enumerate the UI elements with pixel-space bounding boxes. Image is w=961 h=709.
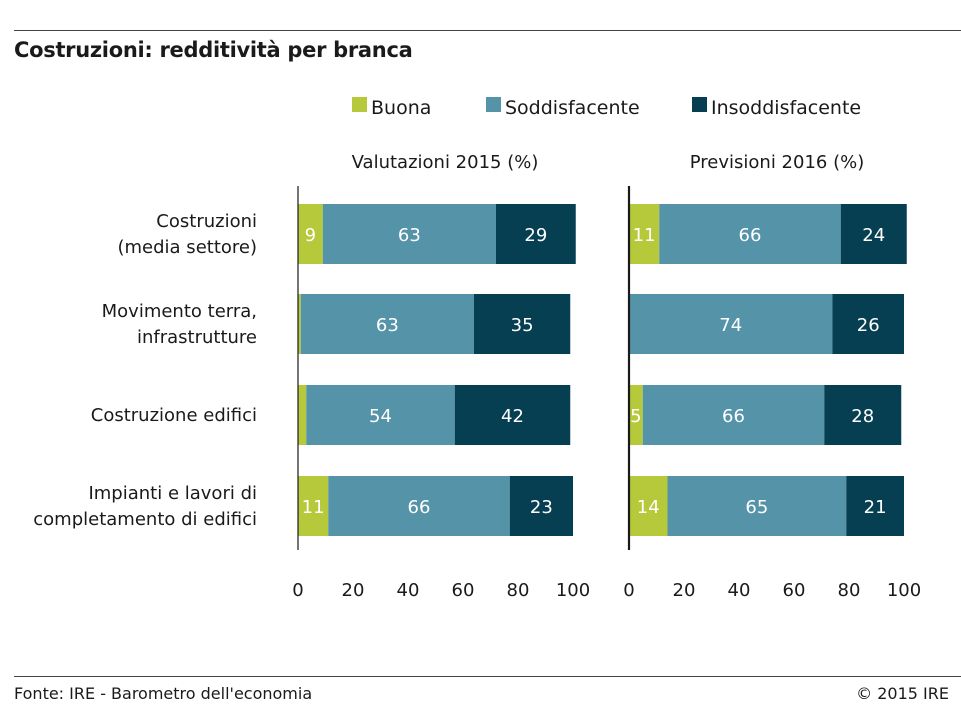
bar-value-label: 63 bbox=[398, 225, 421, 246]
category-label: (media settore) bbox=[118, 237, 258, 258]
x-tick-label: 60 bbox=[452, 580, 475, 601]
x-tick-label: 20 bbox=[342, 580, 365, 601]
bar-buona bbox=[298, 476, 329, 536]
category-label: Costruzione edifici bbox=[91, 405, 257, 426]
source-note: Fonte: IRE - Barometro dell'economia bbox=[14, 684, 313, 703]
copyright-note: © 2015 IRE bbox=[856, 684, 949, 703]
bar-value-label: 28 bbox=[851, 406, 874, 427]
top-rule bbox=[14, 30, 961, 31]
bar-soddisfacente bbox=[328, 476, 510, 536]
bar-value-label: 26 bbox=[857, 315, 880, 336]
bar-value-label: 65 bbox=[745, 497, 768, 518]
panel-title: Valutazioni 2015 (%) bbox=[352, 152, 539, 173]
bar-value-label: 66 bbox=[739, 225, 762, 246]
bar-value-label: 63 bbox=[376, 315, 399, 336]
bar-insoddisfacente bbox=[509, 476, 573, 536]
bar-insoddisfacente bbox=[846, 476, 904, 536]
bar-insoddisfacente bbox=[496, 204, 576, 264]
bar-value-label: 66 bbox=[408, 497, 431, 518]
legend-swatch-insoddisfacente bbox=[692, 97, 707, 112]
bar-value-label: 66 bbox=[722, 406, 745, 427]
bar-value-label: 9 bbox=[305, 225, 316, 246]
bar-value-label: 35 bbox=[511, 315, 534, 336]
legend-label-soddisfacente: Soddisfacente bbox=[505, 97, 640, 119]
bar-buona bbox=[298, 294, 301, 354]
x-tick-label: 20 bbox=[673, 580, 696, 601]
x-tick-label: 80 bbox=[507, 580, 530, 601]
x-tick-label: 80 bbox=[838, 580, 861, 601]
bar-soddisfacente bbox=[659, 204, 841, 264]
bar-insoddisfacente bbox=[840, 204, 907, 264]
bar-value-label: 23 bbox=[530, 497, 553, 518]
bar-insoddisfacente bbox=[824, 385, 902, 445]
x-tick-label: 100 bbox=[887, 580, 921, 601]
bar-soddisfacente bbox=[322, 204, 496, 264]
bar-buona bbox=[298, 385, 307, 445]
x-tick-label: 40 bbox=[397, 580, 420, 601]
x-tick-label: 0 bbox=[623, 580, 634, 601]
legend-swatch-soddisfacente bbox=[486, 97, 501, 112]
bar-soddisfacente bbox=[667, 476, 847, 536]
bar-value-label: 21 bbox=[864, 497, 887, 518]
category-label: completamento di edifici bbox=[33, 509, 257, 530]
bar-value-label: 29 bbox=[524, 225, 547, 246]
bar-soddisfacente bbox=[642, 385, 825, 445]
legend-swatch-buona bbox=[352, 97, 367, 112]
bar-insoddisfacente bbox=[454, 385, 571, 445]
bar-value-label: 42 bbox=[501, 406, 524, 427]
bar-buona bbox=[629, 204, 660, 264]
panel-title: Previsioni 2016 (%) bbox=[690, 152, 864, 173]
bar-value-label: 54 bbox=[369, 406, 392, 427]
bar-value-label: 5 bbox=[630, 406, 641, 427]
bar-value-label: 24 bbox=[862, 225, 885, 246]
category-label: Costruzioni bbox=[156, 211, 257, 232]
category-label: infrastrutture bbox=[137, 327, 257, 348]
bar-insoddisfacente bbox=[474, 294, 571, 354]
chart-title: Costruzioni: redditività per branca bbox=[14, 38, 413, 62]
category-label: Impianti e lavori di bbox=[88, 483, 257, 504]
category-label: Movimento terra, bbox=[102, 301, 257, 322]
bar-value-label: 74 bbox=[719, 315, 742, 336]
bar-soddisfacente bbox=[629, 294, 833, 354]
bar-buona bbox=[629, 476, 668, 536]
bar-value-label: 11 bbox=[633, 225, 656, 246]
bar-insoddisfacente bbox=[832, 294, 904, 354]
legend-label-insoddisfacente: Insoddisfacente bbox=[711, 97, 861, 119]
bar-soddisfacente bbox=[306, 385, 455, 445]
bar-value-label: 11 bbox=[302, 497, 325, 518]
bar-buona bbox=[629, 385, 643, 445]
bar-soddisfacente bbox=[300, 294, 474, 354]
bar-buona bbox=[298, 204, 323, 264]
x-tick-label: 40 bbox=[728, 580, 751, 601]
bar-value-label: 14 bbox=[637, 497, 660, 518]
bottom-rule bbox=[14, 676, 961, 677]
x-tick-label: 0 bbox=[292, 580, 303, 601]
x-tick-label: 60 bbox=[783, 580, 806, 601]
x-tick-label: 100 bbox=[556, 580, 590, 601]
legend-label-buona: Buona bbox=[371, 97, 431, 119]
